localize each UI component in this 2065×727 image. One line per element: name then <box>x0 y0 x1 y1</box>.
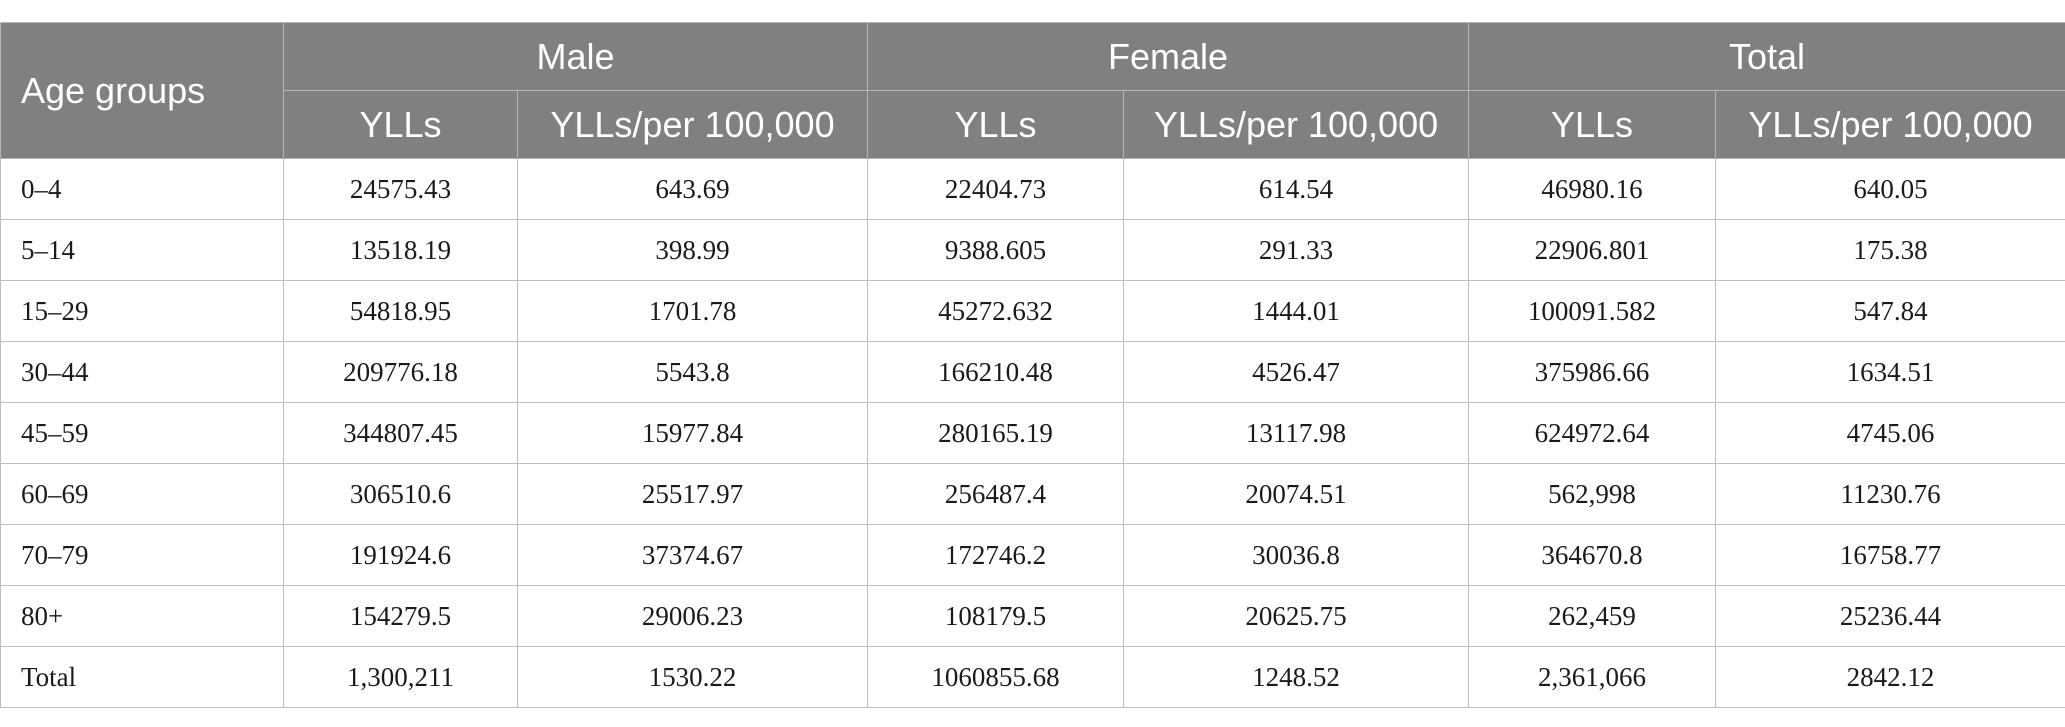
table-row: 30–44 209776.18 5543.8 166210.48 4526.47 3759… <box>0 341 2065 403</box>
yll-table: Age groups Male Female Total YLLs YLLs/p… <box>0 22 2065 708</box>
total-ylls-cell: 46980.16 <box>1468 158 1717 220</box>
male-rate-cell: 37374.67 <box>517 524 868 586</box>
age-group-cell: 5–14 <box>0 219 284 281</box>
total-ylls-cell: 364670.8 <box>1468 524 1717 586</box>
table-row: 45–59 344807.45 15977.84 280165.19 13117.98 6… <box>0 402 2065 464</box>
total-rate-cell: 2842.12 <box>1715 646 2065 708</box>
table-row: 70–79 191924.6 37374.67 172746.2 30036.8 3646… <box>0 524 2065 586</box>
header-row-subcols: YLLs YLLs/per 100,000 YLLs YLLs/per 100,… <box>1 90 2065 159</box>
female-ylls-cell: 166210.48 <box>867 341 1124 403</box>
female-ylls-header: YLLs <box>867 90 1124 159</box>
male-rate-cell: 398.99 <box>517 219 868 281</box>
female-rate-cell: 13117.98 <box>1122 402 1470 464</box>
age-group-cell: 70–79 <box>0 524 284 586</box>
male-rate-cell: 1530.22 <box>517 646 868 708</box>
female-rate-cell: 20625.75 <box>1122 585 1470 647</box>
total-ylls-cell: 624972.64 <box>1468 402 1717 464</box>
total-rate-cell: 640.05 <box>1715 158 2065 220</box>
age-group-cell: 0–4 <box>0 158 284 220</box>
male-ylls-cell: 344807.45 <box>283 402 518 464</box>
total-ylls-cell: 22906.801 <box>1468 219 1717 281</box>
table-body: 0–4 24575.43 643.69 22404.73 614.54 46980.16 6… <box>0 158 2065 708</box>
male-rate-header: YLLs/per 100,000 <box>517 90 868 159</box>
male-rate-cell: 643.69 <box>517 158 868 220</box>
female-rate-cell: 4526.47 <box>1122 341 1470 403</box>
table-row: 5–14 13518.19 398.99 9388.605 291.33 22906.80… <box>0 219 2065 281</box>
male-rate-cell: 5543.8 <box>517 341 868 403</box>
age-groups-header: Age groups <box>0 22 284 159</box>
female-group-header: Female <box>866 22 1470 91</box>
total-rate-cell: 175.38 <box>1715 219 2065 281</box>
total-ylls-header: YLLs <box>1468 90 1717 159</box>
table-row: Total 1,300,211 1530.22 1060855.68 1248.52 2,… <box>0 646 2065 708</box>
female-rate-cell: 614.54 <box>1122 158 1470 220</box>
age-group-cell: 30–44 <box>0 341 284 403</box>
total-rate-cell: 1634.51 <box>1715 341 2065 403</box>
table-row: 80+ 154279.5 29006.23 108179.5 20625.75 262,4… <box>0 585 2065 647</box>
female-rate-cell: 1444.01 <box>1122 280 1470 342</box>
female-ylls-cell: 22404.73 <box>867 158 1124 220</box>
male-rate-cell: 1701.78 <box>517 280 868 342</box>
total-rate-cell: 4745.06 <box>1715 402 2065 464</box>
male-ylls-cell: 306510.6 <box>283 463 518 525</box>
male-ylls-cell: 54818.95 <box>283 280 518 342</box>
total-rate-cell: 16758.77 <box>1715 524 2065 586</box>
female-ylls-cell: 172746.2 <box>867 524 1124 586</box>
table-row: 15–29 54818.95 1701.78 45272.632 1444.01 1000… <box>0 280 2065 342</box>
table-row: 0–4 24575.43 643.69 22404.73 614.54 46980.16 6… <box>0 158 2065 220</box>
female-rate-cell: 20074.51 <box>1122 463 1470 525</box>
total-ylls-cell: 375986.66 <box>1468 341 1717 403</box>
female-rate-header: YLLs/per 100,000 <box>1122 90 1470 159</box>
female-ylls-cell: 256487.4 <box>867 463 1124 525</box>
male-ylls-cell: 13518.19 <box>283 219 518 281</box>
total-rate-cell: 547.84 <box>1715 280 2065 342</box>
female-ylls-cell: 1060855.68 <box>867 646 1124 708</box>
male-ylls-cell: 24575.43 <box>283 158 518 220</box>
male-ylls-cell: 209776.18 <box>283 341 518 403</box>
age-group-cell: 15–29 <box>0 280 284 342</box>
male-ylls-cell: 154279.5 <box>283 585 518 647</box>
age-group-cell: 80+ <box>0 585 284 647</box>
male-ylls-header: YLLs <box>283 90 518 159</box>
male-ylls-cell: 1,300,211 <box>283 646 518 708</box>
female-ylls-cell: 45272.632 <box>867 280 1124 342</box>
female-ylls-cell: 280165.19 <box>867 402 1124 464</box>
female-ylls-cell: 9388.605 <box>867 219 1124 281</box>
female-rate-cell: 1248.52 <box>1122 646 1470 708</box>
age-group-cell: 45–59 <box>0 402 284 464</box>
header-row-groups: Age groups Male Female Total <box>0 22 2065 159</box>
male-rate-cell: 29006.23 <box>517 585 868 647</box>
female-rate-cell: 30036.8 <box>1122 524 1470 586</box>
male-ylls-cell: 191924.6 <box>283 524 518 586</box>
male-rate-cell: 15977.84 <box>517 402 868 464</box>
table-row: 60–69 306510.6 25517.97 256487.4 20074.51 562… <box>0 463 2065 525</box>
total-ylls-cell: 2,361,066 <box>1468 646 1717 708</box>
female-ylls-cell: 108179.5 <box>867 585 1124 647</box>
total-rate-cell: 11230.76 <box>1715 463 2065 525</box>
total-ylls-cell: 562,998 <box>1468 463 1717 525</box>
total-group-header: Total <box>1468 22 2065 91</box>
male-group-header: Male <box>283 22 868 91</box>
female-rate-cell: 291.33 <box>1122 219 1470 281</box>
total-ylls-cell: 262,459 <box>1468 585 1717 647</box>
total-rate-header: YLLs/per 100,000 <box>1715 90 2065 159</box>
total-rate-cell: 25236.44 <box>1715 585 2065 647</box>
male-rate-cell: 25517.97 <box>517 463 868 525</box>
total-ylls-cell: 100091.582 <box>1468 280 1717 342</box>
age-group-cell: 60–69 <box>0 463 284 525</box>
age-group-cell: Total <box>0 646 284 708</box>
table-header: Age groups Male Female Total YLLs YLLs/p… <box>0 22 2065 159</box>
